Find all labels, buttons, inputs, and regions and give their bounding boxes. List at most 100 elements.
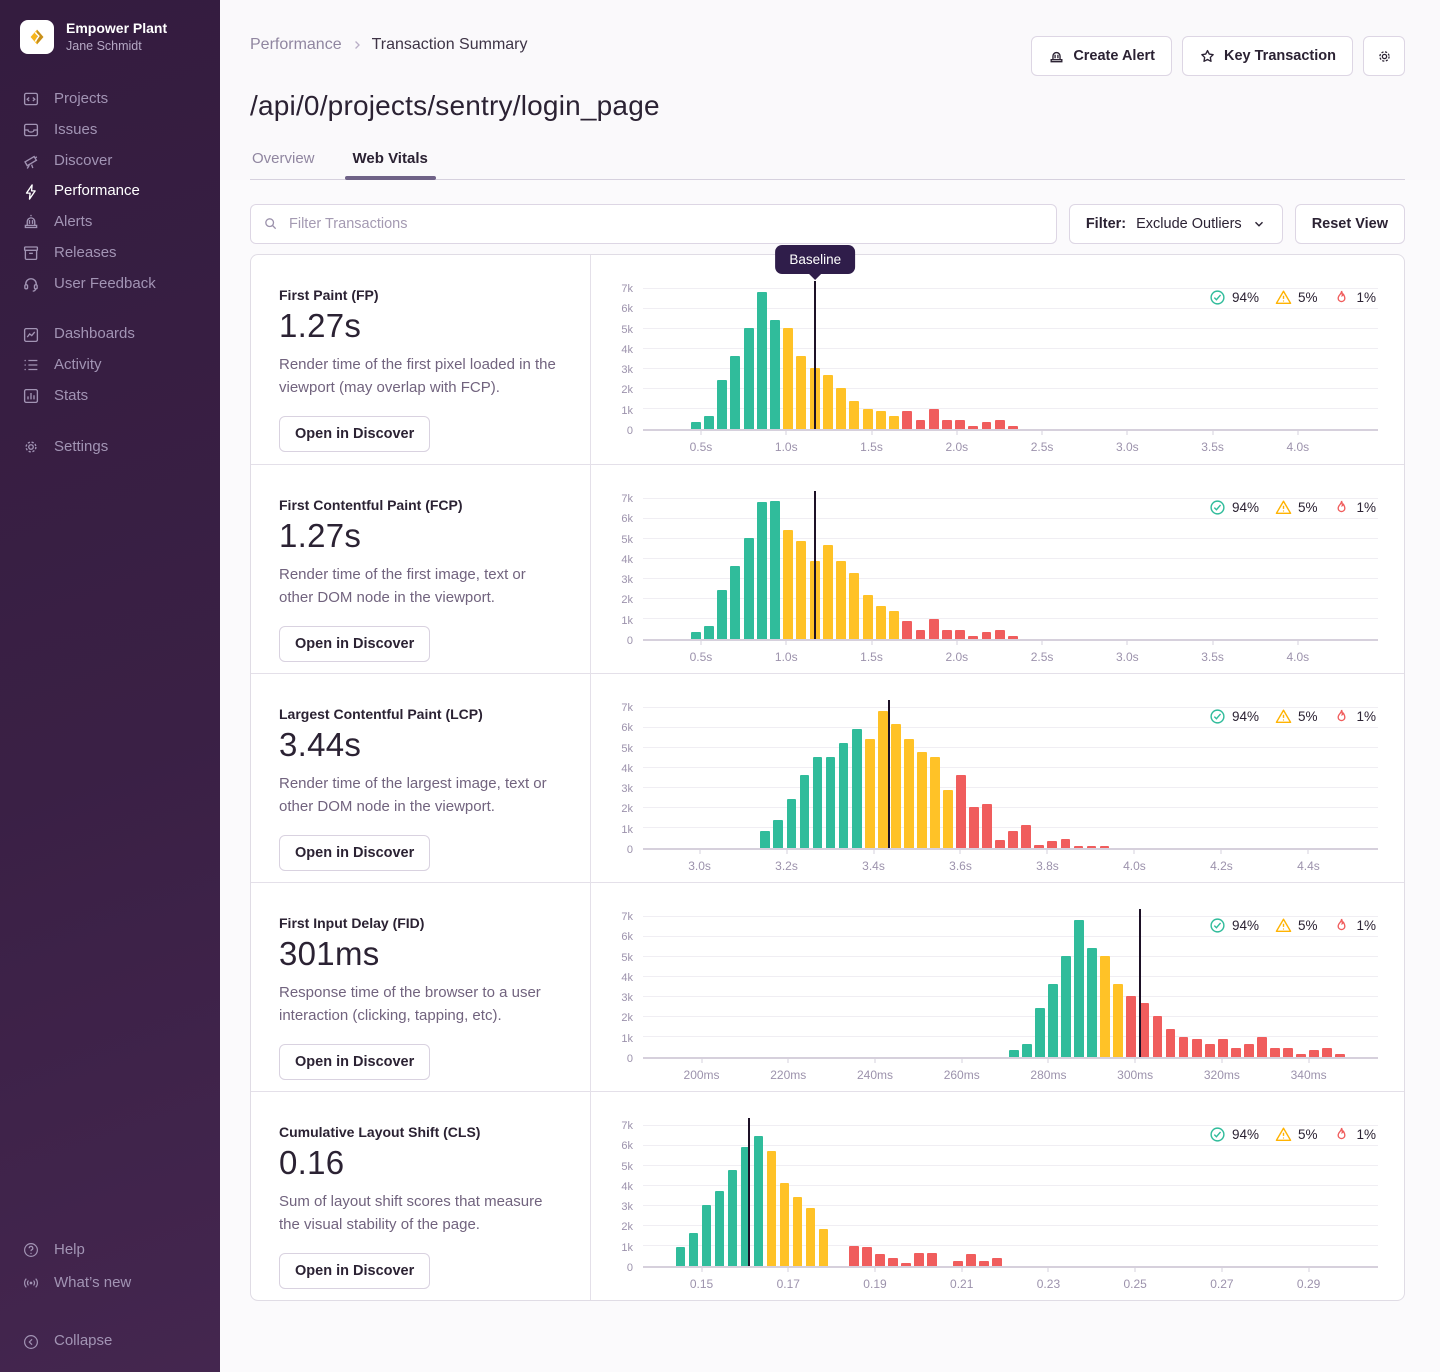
y-tick-label: 4k [621, 762, 633, 775]
sidebar-item-settings[interactable]: Settings [0, 432, 220, 463]
issues-icon [23, 123, 39, 137]
y-axis: 0 1k 2k 3k 4k 5k 6k 7k [591, 491, 633, 647]
histogram-bar [1074, 920, 1085, 1057]
histogram-bar [848, 1245, 859, 1266]
gridline [643, 1225, 1378, 1226]
histogram-chart: 0 1k 2k 3k 4k 5k 6k 7k 3.0s 3.2s 3.4s 3.6s 3.8s 4.0s… [591, 700, 1378, 880]
vital-info: First Contentful Paint (FCP) 1.27s Rende… [251, 465, 591, 673]
gridline [643, 328, 1378, 329]
page-title: /api/0/projects/sentry/login_page [250, 90, 660, 121]
histogram-bar [956, 775, 966, 848]
open-in-discover-button[interactable]: Open in Discover [279, 625, 431, 662]
sidebar-item-activity[interactable]: Activity [0, 350, 220, 381]
sidebar-item-dashboards[interactable]: Dashboards [0, 319, 220, 350]
x-tick-mark [1133, 850, 1135, 854]
vital-status-badges: 94% 5% 1% [1209, 917, 1376, 934]
key-transaction-button[interactable]: Key Transaction [1181, 36, 1353, 76]
help-icon [24, 1243, 38, 1258]
histogram-bar [773, 819, 784, 848]
plot-area [643, 1118, 1378, 1268]
histogram-bar [862, 595, 873, 639]
search-icon [265, 218, 277, 230]
open-in-discover-button[interactable]: Open in Discover [279, 415, 431, 452]
warning-triangle-icon [1275, 290, 1292, 305]
tab-overview[interactable]: Overview [252, 150, 315, 167]
create-alert-label: Create Alert [1073, 48, 1155, 64]
histogram-bar [1048, 984, 1059, 1057]
settings-button[interactable] [1363, 36, 1405, 76]
x-tick-mark [873, 850, 874, 854]
y-tick-label: 0 [626, 635, 633, 647]
histogram-bar [688, 1232, 699, 1266]
sidebar-item-user-feedback[interactable]: User Feedback [0, 269, 220, 300]
tab-web-vitals[interactable]: Web Vitals [344, 150, 437, 180]
breadcrumb-performance[interactable]: Performance [250, 36, 342, 53]
sidebar-item-releases[interactable]: Releases [0, 238, 220, 269]
sidebar-item-label: Discover [54, 151, 113, 169]
sidebar-item-performance[interactable]: Performance [0, 176, 220, 207]
y-tick-label: 3k [621, 364, 633, 377]
histogram-bar [805, 1208, 816, 1266]
sidebar-item-whats-new[interactable]: What’s new [0, 1267, 220, 1300]
open-in-discover-button[interactable]: Open in Discover [279, 1252, 431, 1289]
reset-view-button[interactable]: Reset View [1294, 204, 1405, 244]
activity-icon [24, 360, 38, 371]
filter-transactions-input[interactable] [289, 216, 1044, 232]
histogram-bar [1334, 1053, 1345, 1057]
org-switcher[interactable]: Empower Plant Jane Schmidt [0, 16, 220, 58]
sidebar-collapse-button[interactable]: Collapse [0, 1325, 220, 1358]
gridline [643, 498, 1378, 499]
good-badge: 94% [1209, 499, 1259, 516]
plot-area [643, 909, 1378, 1059]
create-alert-button[interactable]: Create Alert [1031, 36, 1172, 76]
filter-row: Filter: Exclude Outliers Reset View [250, 204, 1405, 244]
histogram-bar [796, 356, 807, 429]
sidebar-item-alerts[interactable]: Alerts [0, 207, 220, 238]
histogram-bar [902, 410, 913, 429]
gridline [643, 1016, 1378, 1017]
y-tick-label: 5k [621, 1160, 633, 1173]
gridline [643, 618, 1378, 619]
x-tick-mark [1220, 850, 1222, 854]
gridline [643, 1145, 1378, 1147]
x-tick-mark [1297, 641, 1299, 645]
histogram-bar [1099, 845, 1110, 848]
histogram-bar [1139, 1003, 1150, 1057]
sidebar-item-stats[interactable]: Stats [0, 381, 220, 412]
sidebar-item-label: Dashboards [54, 325, 135, 343]
vital-value: 3.44s [279, 726, 362, 763]
y-axis: 0 1k 2k 3k 4k 5k 6k 7k [591, 1118, 633, 1274]
x-tick-label: 2.0s [945, 650, 969, 664]
good-percent: 94% [1231, 500, 1259, 515]
x-tick-mark [959, 850, 961, 854]
histogram-bar [836, 388, 847, 429]
histogram-bar [981, 421, 992, 429]
histogram-bar [1007, 425, 1018, 429]
sidebar-item-issues[interactable]: Issues [0, 115, 220, 146]
sidebar-item-help[interactable]: Help [0, 1234, 220, 1267]
vital-value: 1.27s [279, 307, 362, 344]
open-in-discover-button[interactable]: Open in Discover [279, 834, 431, 871]
meh-badge: 5% [1275, 289, 1317, 306]
sidebar-item-projects[interactable]: Projects [0, 84, 220, 115]
sidebar-item-discover[interactable]: Discover [0, 146, 220, 177]
histogram-bar [875, 410, 886, 429]
y-tick-label: 2k [621, 1221, 633, 1234]
fire-icon [1337, 290, 1346, 303]
histogram-bar [1021, 824, 1032, 848]
x-tick-label: 0.17 [776, 1277, 800, 1291]
meh-badge: 5% [1275, 1126, 1317, 1143]
vital-chart: 94% 5% 1% 0 1k 2k 3k 4k 5k 6k 7k [591, 465, 1404, 673]
poor-percent: 1% [1356, 1127, 1376, 1142]
x-tick-mark [1308, 1268, 1310, 1272]
histogram-bar [995, 839, 1006, 848]
histogram-bar [760, 830, 771, 848]
x-tick-mark [1307, 850, 1309, 854]
good-percent: 94% [1231, 290, 1259, 305]
y-tick-label: 3k [621, 1201, 633, 1214]
outliers-filter-dropdown[interactable]: Filter: Exclude Outliers [1068, 204, 1283, 244]
histogram-bar [799, 775, 810, 848]
main-content: Performance Transaction Summary Create A… [220, 0, 1440, 1372]
histogram-chart: 0 1k 2k 3k 4k 5k 6k 7k 0.5s 1.0s 1.5s 2.0s 2.5s 3.0s… [591, 491, 1378, 671]
open-in-discover-button[interactable]: Open in Discover [279, 1043, 431, 1080]
